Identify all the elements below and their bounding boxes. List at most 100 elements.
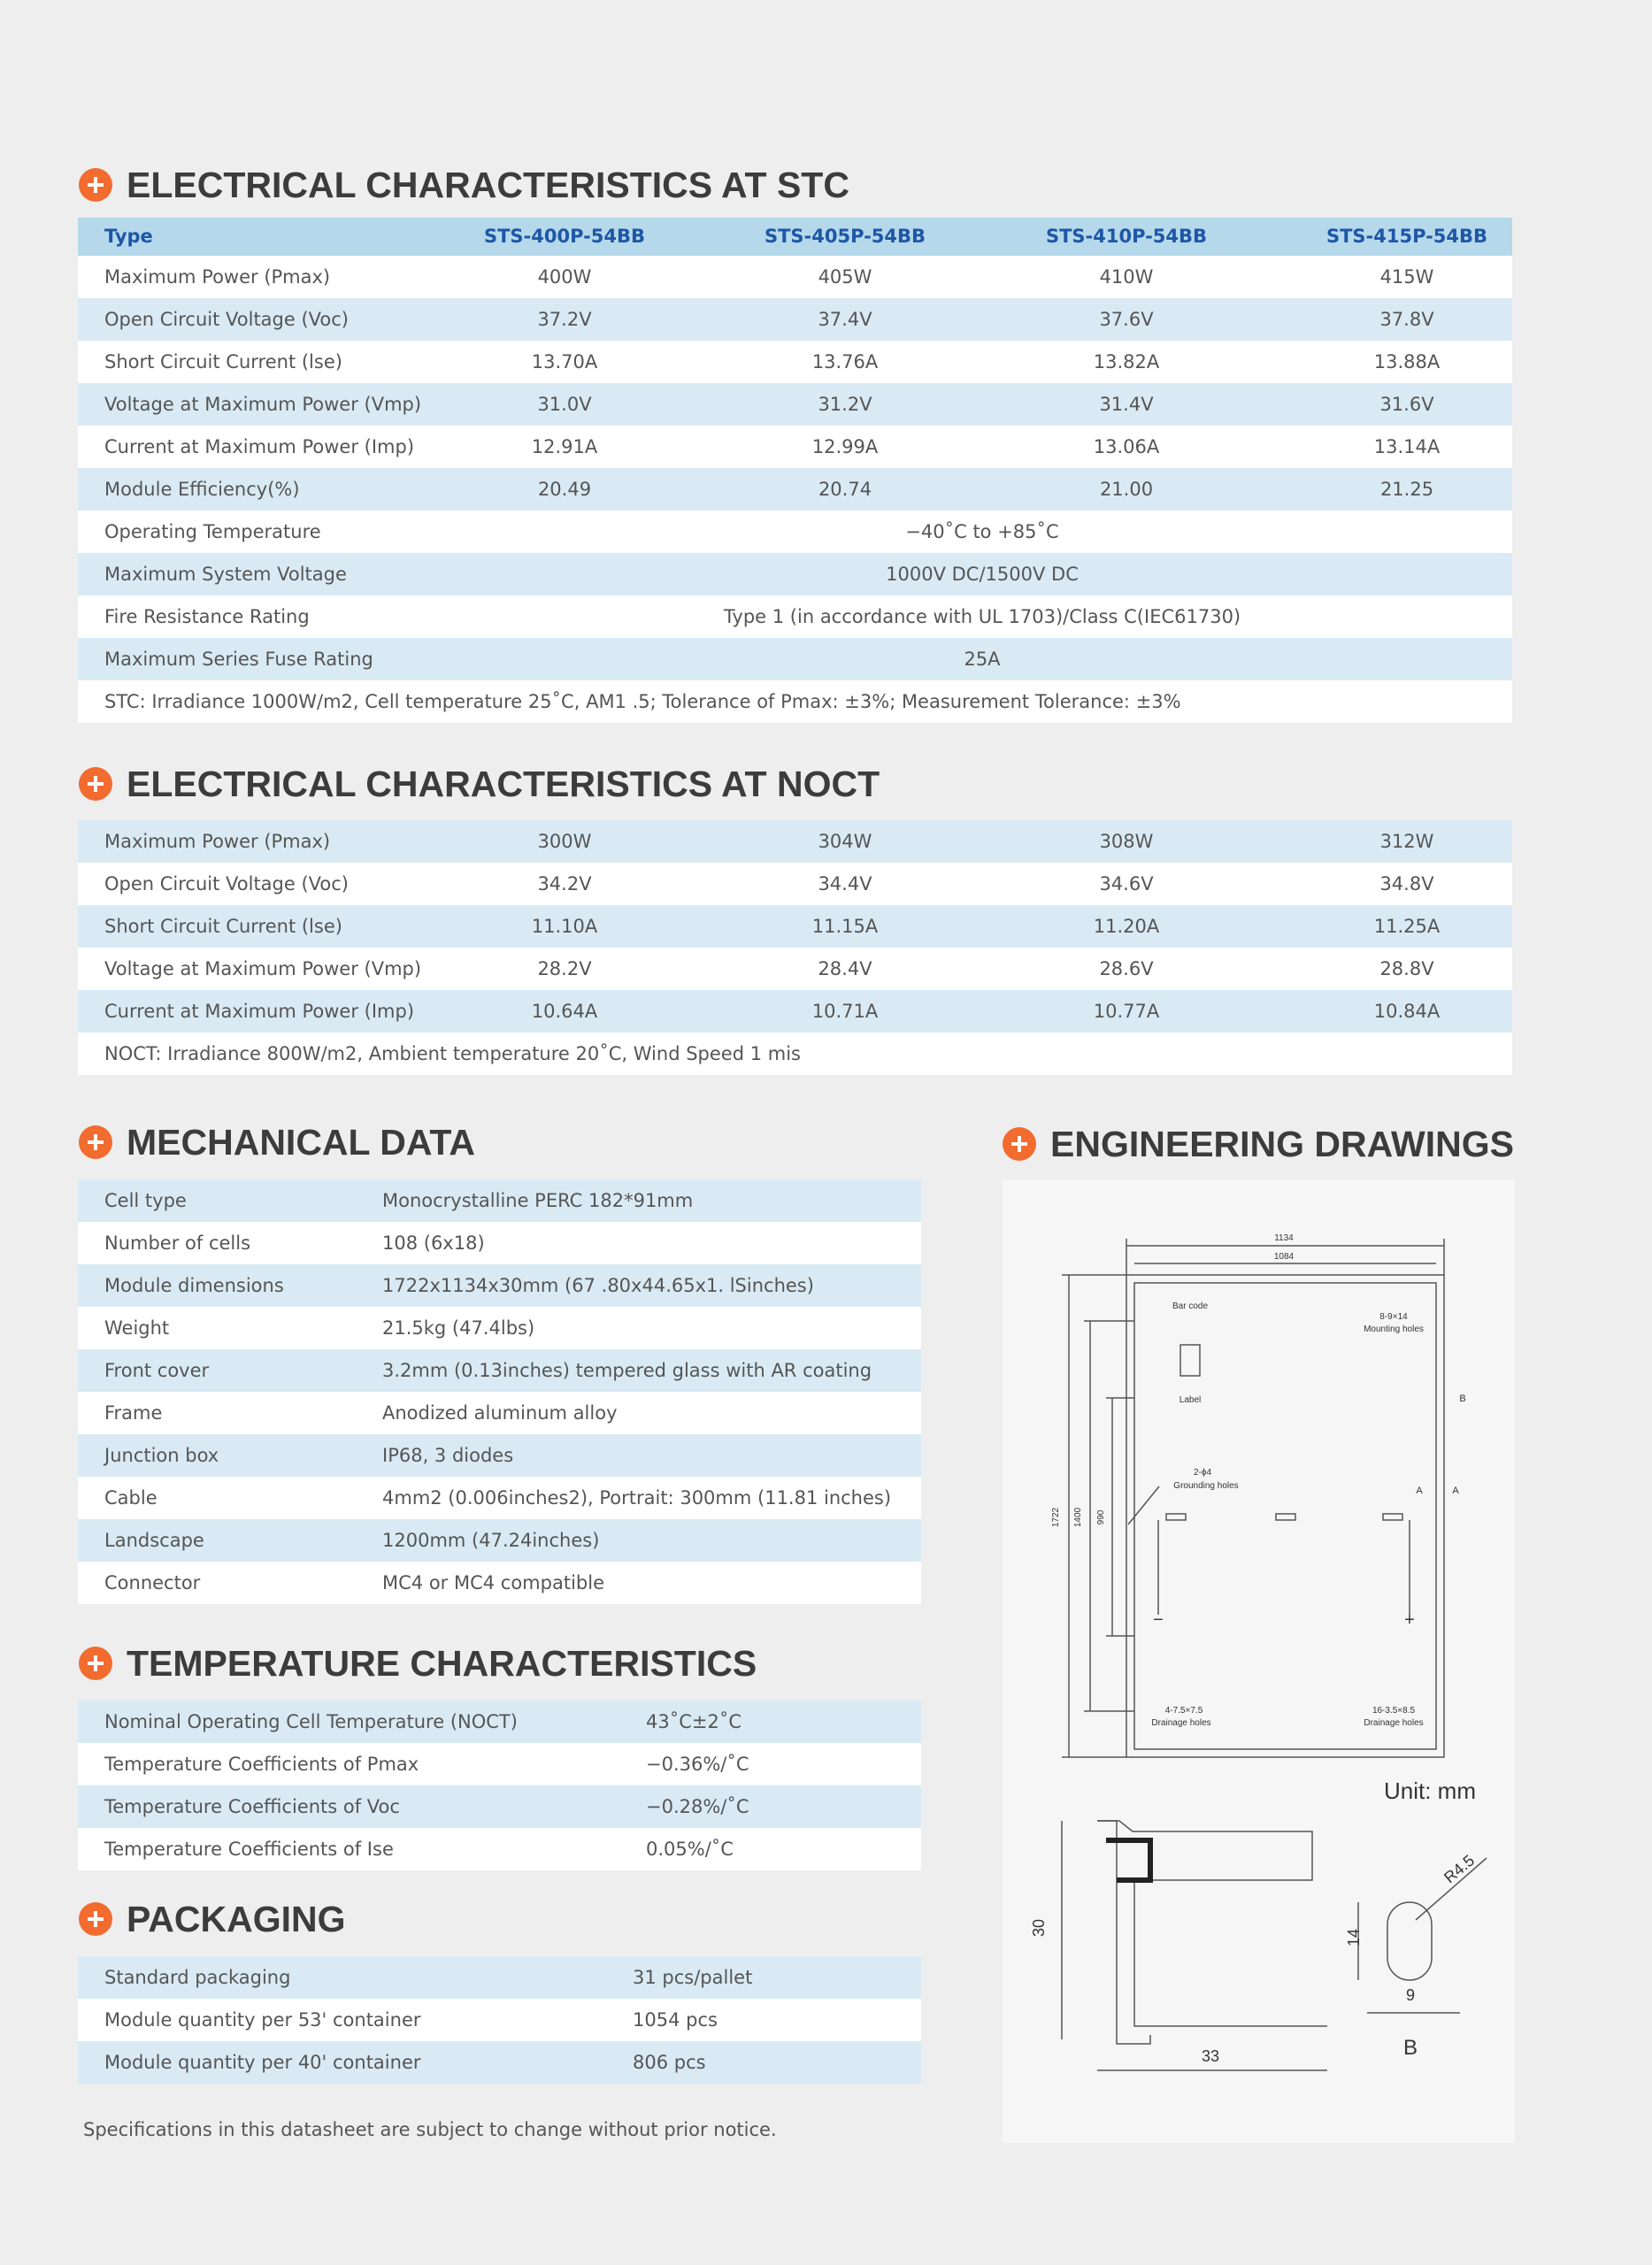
table-row — [78, 1222, 921, 1264]
section-heading: ELECTRICAL CHARACTERISTICS AT STC — [127, 165, 849, 205]
table-cell: 10.71A — [811, 1001, 879, 1022]
table-cell: 31.2V — [818, 394, 872, 415]
section-heading: ENGINEERING DRAWINGS — [1050, 1124, 1514, 1164]
table-row — [78, 511, 1512, 553]
drawing-label: 2-ϕ4 — [1194, 1468, 1211, 1478]
table-row — [78, 863, 1512, 905]
table-cell: 312W — [1379, 831, 1434, 852]
table-row — [78, 1477, 921, 1519]
table-cell: 31.0V — [537, 394, 592, 415]
drawing-label: 990 — [1096, 1509, 1106, 1524]
table-cell: STC: Irradiance 1000W/m2, Cell temperatu… — [104, 691, 1181, 712]
table-cell: 308W — [1099, 831, 1154, 852]
table-cell: −40˚C to +85˚C — [905, 521, 1059, 542]
table-cell: Maximum Series Fuse Rating — [104, 649, 373, 670]
table-cell: STS-410P-54BB — [1045, 226, 1208, 247]
drawing-label: 14 — [1345, 1929, 1363, 1946]
table-cell: 1054 pcs — [633, 2009, 718, 2031]
drawing-label: A — [1452, 1486, 1459, 1496]
table-cell: Connector — [104, 1572, 201, 1593]
table-cell: 28.6V — [1099, 958, 1154, 979]
drawing-label: − — [1153, 1610, 1164, 1630]
drawing-label: A — [1416, 1486, 1423, 1496]
table-row — [78, 1392, 921, 1434]
unit-label: Unit: mm — [1384, 1777, 1476, 1804]
table-cell: 13.88A — [1373, 351, 1441, 372]
table-cell: Type — [104, 226, 153, 247]
table-cell: Module quantity per 40' container — [104, 2052, 421, 2073]
table-row — [78, 595, 1512, 638]
drawing-label: 16-3.5×8.5 — [1372, 1706, 1416, 1716]
table-cell: Temperature Coefficients of Pmax — [104, 1754, 419, 1775]
table-cell: Current at Maximum Power (Imp) — [104, 436, 415, 457]
drawing-label: 30 — [1030, 1919, 1048, 1937]
table-row — [78, 468, 1512, 511]
table-cell: STS-400P-54BB — [483, 226, 646, 247]
drawing-label: 33 — [1202, 2047, 1219, 2065]
table-cell: Maximum Power (Pmax) — [104, 266, 331, 288]
table-cell: 13.06A — [1093, 436, 1160, 457]
table-row — [78, 638, 1512, 680]
table-cell: 10.77A — [1093, 1001, 1160, 1022]
table-cell: 11.15A — [811, 916, 879, 937]
table-cell: STS-415P-54BB — [1325, 226, 1488, 247]
table-row — [78, 1519, 921, 1562]
table-row — [78, 1828, 921, 1870]
heading-icon — [79, 767, 112, 801]
table-row — [78, 1179, 921, 1222]
table-cell: Type 1 (in accordance with UL 1703)/Clas… — [723, 606, 1241, 627]
table-row — [78, 1264, 921, 1307]
section-heading: PACKAGING — [127, 1899, 346, 1939]
table-row — [78, 341, 1512, 383]
drawing-label: 1722 — [1051, 1507, 1061, 1527]
table-cell: Cable — [104, 1487, 158, 1509]
table-cell: Voltage at Maximum Power (Vmp) — [104, 958, 422, 979]
table-row — [78, 1743, 921, 1785]
table-cell: Anodized aluminum alloy — [382, 1402, 618, 1424]
table-cell: 12.91A — [531, 436, 598, 457]
table-cell: 304W — [818, 831, 872, 852]
table-cell: 31.6V — [1379, 394, 1434, 415]
table-row — [78, 1434, 921, 1477]
panel-outline — [1061, 1239, 1487, 2071]
table-cell: 11.10A — [531, 916, 598, 937]
table-cell: Junction box — [104, 1445, 219, 1466]
table-cell: Nominal Operating Cell Temperature (NOCT… — [104, 1711, 518, 1732]
table-cell: 34.2V — [537, 873, 592, 894]
table-row — [78, 1562, 921, 1604]
table-cell: Fire Resistance Rating — [104, 606, 310, 627]
heading-icon — [1003, 1127, 1036, 1161]
table-cell: 300W — [537, 831, 592, 852]
heading-icon — [79, 1902, 112, 1936]
table-row — [78, 1349, 921, 1392]
table-cell: Standard packaging — [104, 1967, 291, 1988]
table-cell: 10.84A — [1373, 1001, 1441, 1022]
table-row — [78, 553, 1512, 595]
table-cell: 28.2V — [537, 958, 592, 979]
footnote: Specifications in this datasheet are sub… — [83, 2119, 777, 2140]
table-cell: 13.76A — [811, 351, 879, 372]
table-row — [78, 1033, 1512, 1075]
table-row — [78, 1999, 921, 2041]
drawing-label: Grounding holes — [1173, 1481, 1238, 1491]
table-cell: 34.8V — [1379, 873, 1434, 894]
drawing-label: 1134 — [1274, 1233, 1294, 1243]
table-row — [78, 298, 1512, 341]
table-cell: 410W — [1099, 266, 1154, 288]
table-row — [78, 256, 1512, 298]
table-cell: 37.6V — [1099, 309, 1154, 330]
drawing-label: B — [1459, 1394, 1465, 1404]
table-cell: 1000V DC/1500V DC — [886, 564, 1079, 585]
table-cell: 43˚C±2˚C — [646, 1711, 742, 1732]
table-cell: Landscape — [104, 1530, 204, 1551]
table-cell: Maximum System Voltage — [104, 564, 347, 585]
table-cell: Front cover — [104, 1360, 210, 1381]
table-cell: −0.28%/˚C — [646, 1796, 749, 1817]
table-cell: 405W — [818, 266, 872, 288]
heading-icon — [79, 1647, 112, 1680]
drawing-label: 8-9×14 — [1379, 1312, 1408, 1322]
table-row — [78, 948, 1512, 990]
table-cell: 28.8V — [1379, 958, 1434, 979]
section-heading: ELECTRICAL CHARACTERISTICS AT NOCT — [127, 764, 880, 804]
